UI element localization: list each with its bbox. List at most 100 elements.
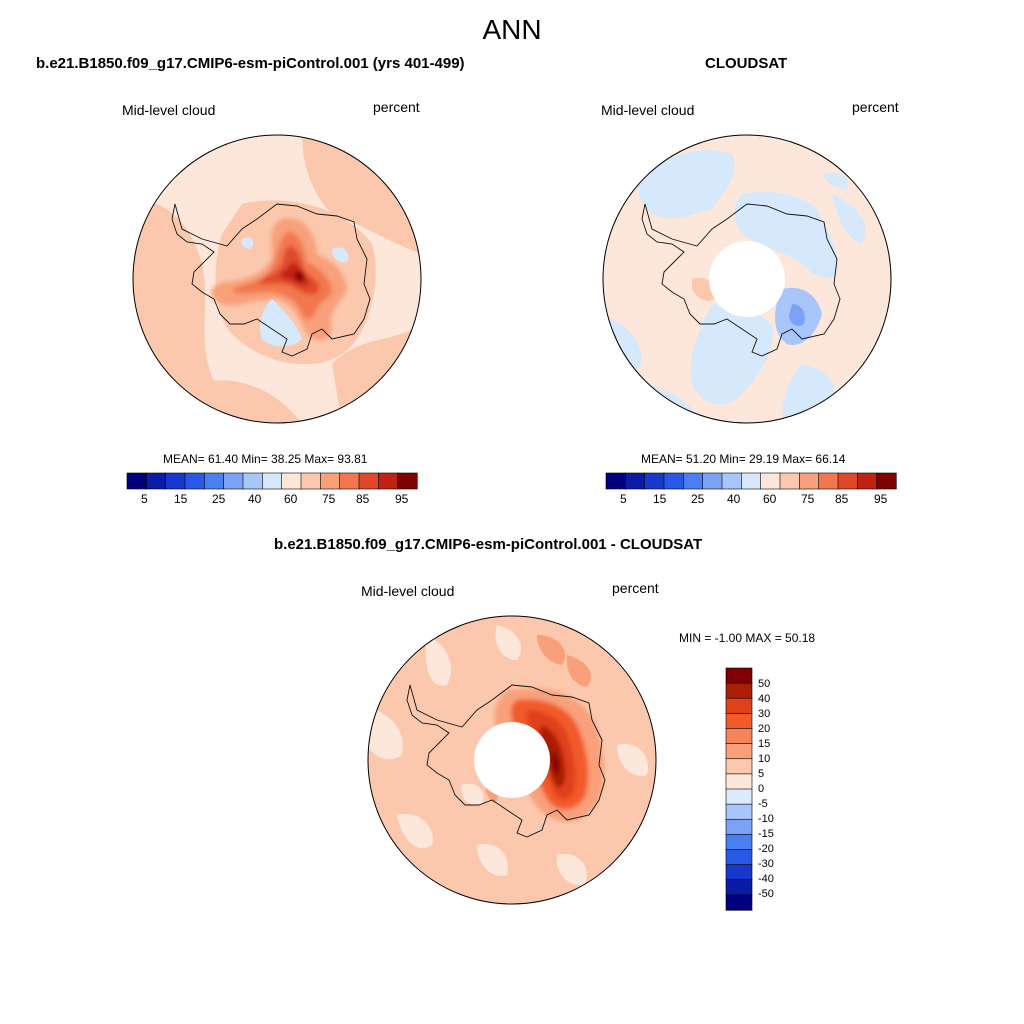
cb1-swatch-4 — [204, 472, 225, 490]
cb3-swatch-4 — [725, 728, 753, 745]
cb1-swatch-0 — [126, 472, 147, 490]
cb3-swatch-5 — [725, 743, 753, 760]
panel-1-variable-label: Mid-level cloud — [122, 102, 216, 118]
panel-3-polar-gap — [474, 722, 550, 798]
cb3-tick-30: 30 — [758, 708, 771, 720]
panel-1-stats: MEAN= 61.40 Min= 38.25 Max= 93.81 — [163, 452, 368, 466]
panel-2-map-border — [602, 134, 892, 424]
panel-3-map-border — [367, 615, 657, 905]
cb3-tick-0: 0 — [758, 783, 765, 795]
cb2-tick-15: 15 — [653, 492, 667, 506]
cb1-swatch-12 — [358, 472, 379, 490]
cb1-swatch-6 — [242, 472, 263, 490]
panel-2-colorbar-ticks: 5 15 25 40 60 75 85 95 — [606, 492, 896, 508]
panel-1-polar-map — [132, 134, 422, 424]
cb3-tick-m30: -30 — [758, 858, 774, 870]
panel-1-colorbar — [126, 472, 418, 490]
cb3-tick-m50: -50 — [758, 888, 774, 900]
cb3-swatch-3 — [725, 713, 753, 730]
cb2-swatch-12 — [837, 472, 858, 490]
cb3-swatch-9 — [725, 803, 753, 820]
panel-2-colorbar — [605, 472, 897, 490]
cb2-tick-85: 85 — [835, 492, 849, 506]
cb1-tick-95: 95 — [395, 492, 409, 506]
cb3-tick-5: 5 — [758, 768, 765, 780]
cb1-swatch-5 — [223, 472, 244, 490]
cb3-swatch-13 — [725, 864, 753, 881]
panel-2-units-label: percent — [852, 99, 899, 115]
cb1-swatch-9 — [300, 472, 321, 490]
cb2-swatch-11 — [818, 472, 839, 490]
cb2-swatch-0 — [605, 472, 626, 490]
cb3-tick-m5: -5 — [758, 798, 768, 810]
panel-1-units-label: percent — [373, 99, 420, 115]
panel-3-polar-map — [367, 615, 657, 905]
main-title: ANN — [482, 14, 542, 45]
cb3-swatch-2 — [725, 697, 753, 714]
cb2-swatch-2 — [644, 472, 665, 490]
cb2-swatch-4 — [683, 472, 704, 490]
panel-3-stats: MIN = -1.00 MAX = 50.18 — [679, 631, 816, 645]
cb3-swatch-12 — [725, 849, 753, 866]
cb3-tick-m40: -40 — [758, 873, 774, 885]
panel-2-polar-map — [602, 134, 892, 424]
cb1-swatch-2 — [165, 472, 186, 490]
cb3-swatch-14 — [725, 879, 753, 896]
cb1-swatch-1 — [146, 472, 167, 490]
cb1-swatch-7 — [262, 472, 283, 490]
cb2-tick-60: 60 — [763, 492, 777, 506]
cb2-tick-40: 40 — [727, 492, 741, 506]
cb1-tick-40: 40 — [248, 492, 262, 506]
cb3-swatch-8 — [725, 788, 753, 805]
cb1-swatch-8 — [281, 472, 302, 490]
cb2-swatch-10 — [799, 472, 820, 490]
cb1-tick-60: 60 — [284, 492, 298, 506]
cb2-swatch-1 — [625, 472, 646, 490]
panel-3-variable-label: Mid-level cloud — [361, 583, 455, 599]
cb1-tick-25: 25 — [212, 492, 226, 506]
cb3-swatch-6 — [725, 758, 753, 775]
cb3-swatch-11 — [725, 834, 753, 851]
cb1-tick-15: 15 — [174, 492, 188, 506]
cb2-swatch-7 — [741, 472, 762, 490]
panel-3-colorbar — [725, 667, 753, 911]
panel-3-units-label: percent — [612, 580, 659, 596]
cb1-tick-85: 85 — [356, 492, 370, 506]
cb2-swatch-8 — [760, 472, 781, 490]
cb3-tick-50: 50 — [758, 678, 771, 690]
panel-2-coastline — [641, 203, 841, 357]
cb3-swatch-1 — [725, 682, 753, 699]
cb1-swatch-3 — [184, 472, 205, 490]
cb2-swatch-3 — [663, 472, 684, 490]
cb3-tick-m15: -15 — [758, 828, 774, 840]
panel-3-colorbar-ticks: 50 40 30 20 15 10 5 0 -5 -10 -15 -20 -30… — [758, 668, 798, 910]
panel-2-title: CLOUDSAT — [705, 55, 788, 72]
cb2-tick-95: 95 — [874, 492, 888, 506]
cb2-tick-5: 5 — [620, 492, 627, 506]
cb3-swatch-7 — [725, 773, 753, 790]
panel-1-map-border — [132, 134, 422, 424]
panel-3-title: b.e21.B1850.f09_g17.CMIP6-esm-piControl.… — [274, 536, 703, 553]
cb3-tick-m20: -20 — [758, 843, 774, 855]
cb1-swatch-10 — [320, 472, 341, 490]
cb1-swatch-14 — [397, 472, 418, 490]
cb1-swatch-13 — [378, 472, 399, 490]
cb1-swatch-11 — [339, 472, 360, 490]
cb1-tick-75: 75 — [322, 492, 336, 506]
cb2-tick-75: 75 — [801, 492, 815, 506]
cb2-swatch-14 — [876, 472, 897, 490]
panel-1-title: b.e21.B1850.f09_g17.CMIP6-esm-piControl.… — [36, 55, 465, 72]
cb2-swatch-6 — [721, 472, 742, 490]
panel-2-stats: MEAN= 51.20 Min= 29.19 Max= 66.14 — [641, 452, 846, 466]
cb3-tick-m10: -10 — [758, 813, 774, 825]
cb3-tick-20: 20 — [758, 723, 771, 735]
panel-1-coastline — [171, 203, 371, 357]
cb3-tick-15: 15 — [758, 738, 771, 750]
cb3-swatch-10 — [725, 818, 753, 835]
cb3-tick-40: 40 — [758, 693, 771, 705]
cb2-swatch-13 — [857, 472, 878, 490]
cb2-swatch-5 — [702, 472, 723, 490]
panel-2-variable-label: Mid-level cloud — [601, 102, 695, 118]
cb3-tick-10: 10 — [758, 753, 771, 765]
panel-1-colorbar-ticks: 5 15 25 40 60 75 85 95 — [127, 492, 417, 508]
